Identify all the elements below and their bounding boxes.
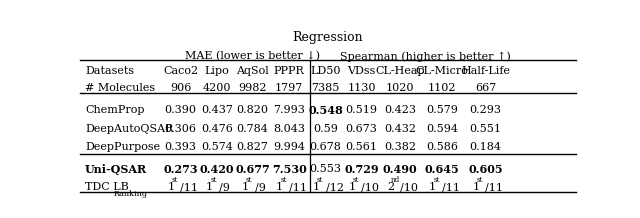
Text: /11: /11 xyxy=(486,182,504,192)
Text: 7.530: 7.530 xyxy=(272,164,307,175)
Text: 2: 2 xyxy=(387,182,394,192)
Text: 0.476: 0.476 xyxy=(201,124,233,133)
Text: 0.553: 0.553 xyxy=(310,164,342,174)
Text: /10: /10 xyxy=(400,182,418,192)
Text: 0.586: 0.586 xyxy=(426,142,458,152)
Text: 0.519: 0.519 xyxy=(346,105,378,115)
Text: 1130: 1130 xyxy=(348,83,376,93)
Text: 0.293: 0.293 xyxy=(470,105,502,115)
Text: 0.784: 0.784 xyxy=(237,124,269,133)
Text: 1020: 1020 xyxy=(386,83,414,93)
Text: 1: 1 xyxy=(206,182,213,192)
Text: 0.59: 0.59 xyxy=(313,124,338,133)
Text: ChemProp: ChemProp xyxy=(85,105,145,115)
Text: CL-Heap: CL-Heap xyxy=(375,66,425,77)
Text: 0.490: 0.490 xyxy=(383,164,417,175)
Text: CL-Micro: CL-Micro xyxy=(415,66,468,77)
Text: 1: 1 xyxy=(167,182,175,192)
Text: VDss: VDss xyxy=(348,66,376,77)
Text: 906: 906 xyxy=(170,83,191,93)
Text: 0.574: 0.574 xyxy=(201,142,233,152)
Text: 0.420: 0.420 xyxy=(200,164,234,175)
Text: st: st xyxy=(172,175,178,184)
Text: st: st xyxy=(353,175,359,184)
Text: Lipo: Lipo xyxy=(205,66,229,77)
Text: 0.437: 0.437 xyxy=(201,105,233,115)
Text: Ranking: Ranking xyxy=(113,190,147,198)
Text: 0.306: 0.306 xyxy=(164,124,196,133)
Text: /9: /9 xyxy=(219,182,230,192)
Text: 1: 1 xyxy=(242,182,249,192)
Text: st: st xyxy=(246,175,253,184)
Text: 0.677: 0.677 xyxy=(236,164,270,175)
Text: st: st xyxy=(280,175,287,184)
Text: Spearman (higher is better ↑): Spearman (higher is better ↑) xyxy=(340,51,511,62)
Text: 1102: 1102 xyxy=(428,83,456,93)
Text: 0.382: 0.382 xyxy=(384,142,416,152)
Text: 667: 667 xyxy=(475,83,496,93)
Text: 1797: 1797 xyxy=(275,83,303,93)
Text: 1: 1 xyxy=(348,182,355,192)
Text: 1: 1 xyxy=(276,182,283,192)
Text: 0.432: 0.432 xyxy=(384,124,416,133)
Text: 0.548: 0.548 xyxy=(308,105,343,116)
Text: Regression: Regression xyxy=(292,31,364,44)
Text: 0.673: 0.673 xyxy=(346,124,378,133)
Text: 9.994: 9.994 xyxy=(273,142,305,152)
Text: 0.184: 0.184 xyxy=(470,142,502,152)
Text: DeepPurpose: DeepPurpose xyxy=(85,142,160,152)
Text: /9: /9 xyxy=(255,182,266,192)
Text: 0.273: 0.273 xyxy=(163,164,198,175)
Text: /10: /10 xyxy=(362,182,380,192)
Text: 0.579: 0.579 xyxy=(426,105,458,115)
Text: 9982: 9982 xyxy=(238,83,267,93)
Text: Datasets: Datasets xyxy=(85,66,134,77)
Text: # Molecules: # Molecules xyxy=(85,83,155,93)
Text: 8.043: 8.043 xyxy=(273,124,305,133)
Text: MAE (lower is better ↓): MAE (lower is better ↓) xyxy=(185,51,320,62)
Text: 0.645: 0.645 xyxy=(425,164,460,175)
Text: 0.827: 0.827 xyxy=(237,142,269,152)
Text: AqSol: AqSol xyxy=(236,66,269,77)
Text: 4200: 4200 xyxy=(203,83,231,93)
Text: 0.605: 0.605 xyxy=(468,164,503,175)
Text: 7385: 7385 xyxy=(311,83,340,93)
Text: st: st xyxy=(477,175,483,184)
Text: Half-Life: Half-Life xyxy=(461,66,510,77)
Text: TDC LB: TDC LB xyxy=(85,182,129,192)
Text: LD50: LD50 xyxy=(310,66,340,77)
Text: /12: /12 xyxy=(326,182,344,192)
Text: st: st xyxy=(433,175,440,184)
Text: 0.820: 0.820 xyxy=(237,105,269,115)
Text: nd: nd xyxy=(391,175,401,184)
Text: 1: 1 xyxy=(429,182,436,192)
Text: 7.993: 7.993 xyxy=(273,105,305,115)
Text: DeepAutoQSAR: DeepAutoQSAR xyxy=(85,124,173,133)
Text: 0.423: 0.423 xyxy=(384,105,416,115)
Text: Caco2: Caco2 xyxy=(163,66,198,77)
Text: PPPR: PPPR xyxy=(274,66,305,77)
Text: st: st xyxy=(317,175,323,184)
Text: /11: /11 xyxy=(442,182,460,192)
Text: 0.390: 0.390 xyxy=(164,105,196,115)
Text: 1: 1 xyxy=(312,182,319,192)
Text: 1: 1 xyxy=(472,182,479,192)
Text: 0.729: 0.729 xyxy=(344,164,379,175)
Text: 0.561: 0.561 xyxy=(346,142,378,152)
Text: Uni-QSAR: Uni-QSAR xyxy=(85,164,147,175)
Text: 0.393: 0.393 xyxy=(164,142,196,152)
Text: /11: /11 xyxy=(180,182,198,192)
Text: 0.551: 0.551 xyxy=(470,124,502,133)
Text: st: st xyxy=(211,175,217,184)
Text: /11: /11 xyxy=(289,182,307,192)
Text: 0.678: 0.678 xyxy=(310,142,342,152)
Text: 0.594: 0.594 xyxy=(426,124,458,133)
